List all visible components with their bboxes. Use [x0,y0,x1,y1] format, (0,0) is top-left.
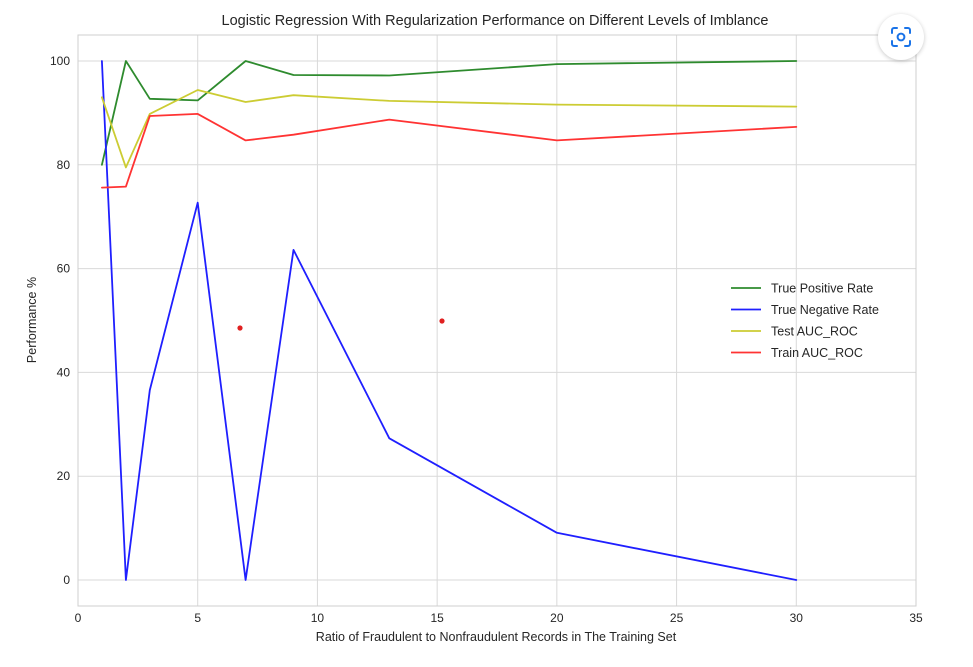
plot-area [78,35,916,606]
x-tick-label: 35 [909,611,923,625]
y-axis-label: Performance % [25,277,39,363]
x-tick-label: 20 [550,611,564,625]
x-tick-label: 30 [790,611,804,625]
y-tick-label: 20 [57,469,71,483]
plot-frame [77,34,917,607]
legend-entry: True Negative Rate [771,303,879,317]
y-tick-labels: 0 20 40 60 80 100 [50,54,70,587]
series-line-3 [101,113,798,189]
x-tick-labels: 0 5 10 15 20 25 30 35 [75,611,923,625]
series-lines [101,60,798,581]
y-tick-label: 0 [63,573,70,587]
y-tick-label: 40 [57,365,71,379]
y-tick-label: 60 [57,262,71,276]
x-tick-label: 5 [194,611,201,625]
y-tick-label: 100 [50,54,70,68]
y-tick-label: 80 [57,158,71,172]
legend-entry: Train AUC_ROC [771,346,863,360]
x-tick-label: 10 [311,611,325,625]
legend: True Positive Rate True Negative Rate Test… [731,282,879,360]
x-tick-label: 0 [75,611,82,625]
x-tick-label: 15 [430,611,444,625]
visual-search-button[interactable] [878,14,924,60]
visual-search-icon [891,27,911,47]
marker-dot [237,325,243,331]
x-tick-label: 25 [670,611,684,625]
legend-entry: True Positive Rate [771,282,873,296]
series-line-2 [101,89,798,169]
legend-entry: Test AUC_ROC [771,325,858,339]
marker-dot [439,318,445,324]
x-axis-label: Ratio of Fraudulent to Nonfraudulent Rec… [316,630,677,644]
series-line-1 [101,60,798,581]
series-line-0 [101,60,798,166]
chart-title: Logistic Regression With Regularization … [222,13,769,29]
